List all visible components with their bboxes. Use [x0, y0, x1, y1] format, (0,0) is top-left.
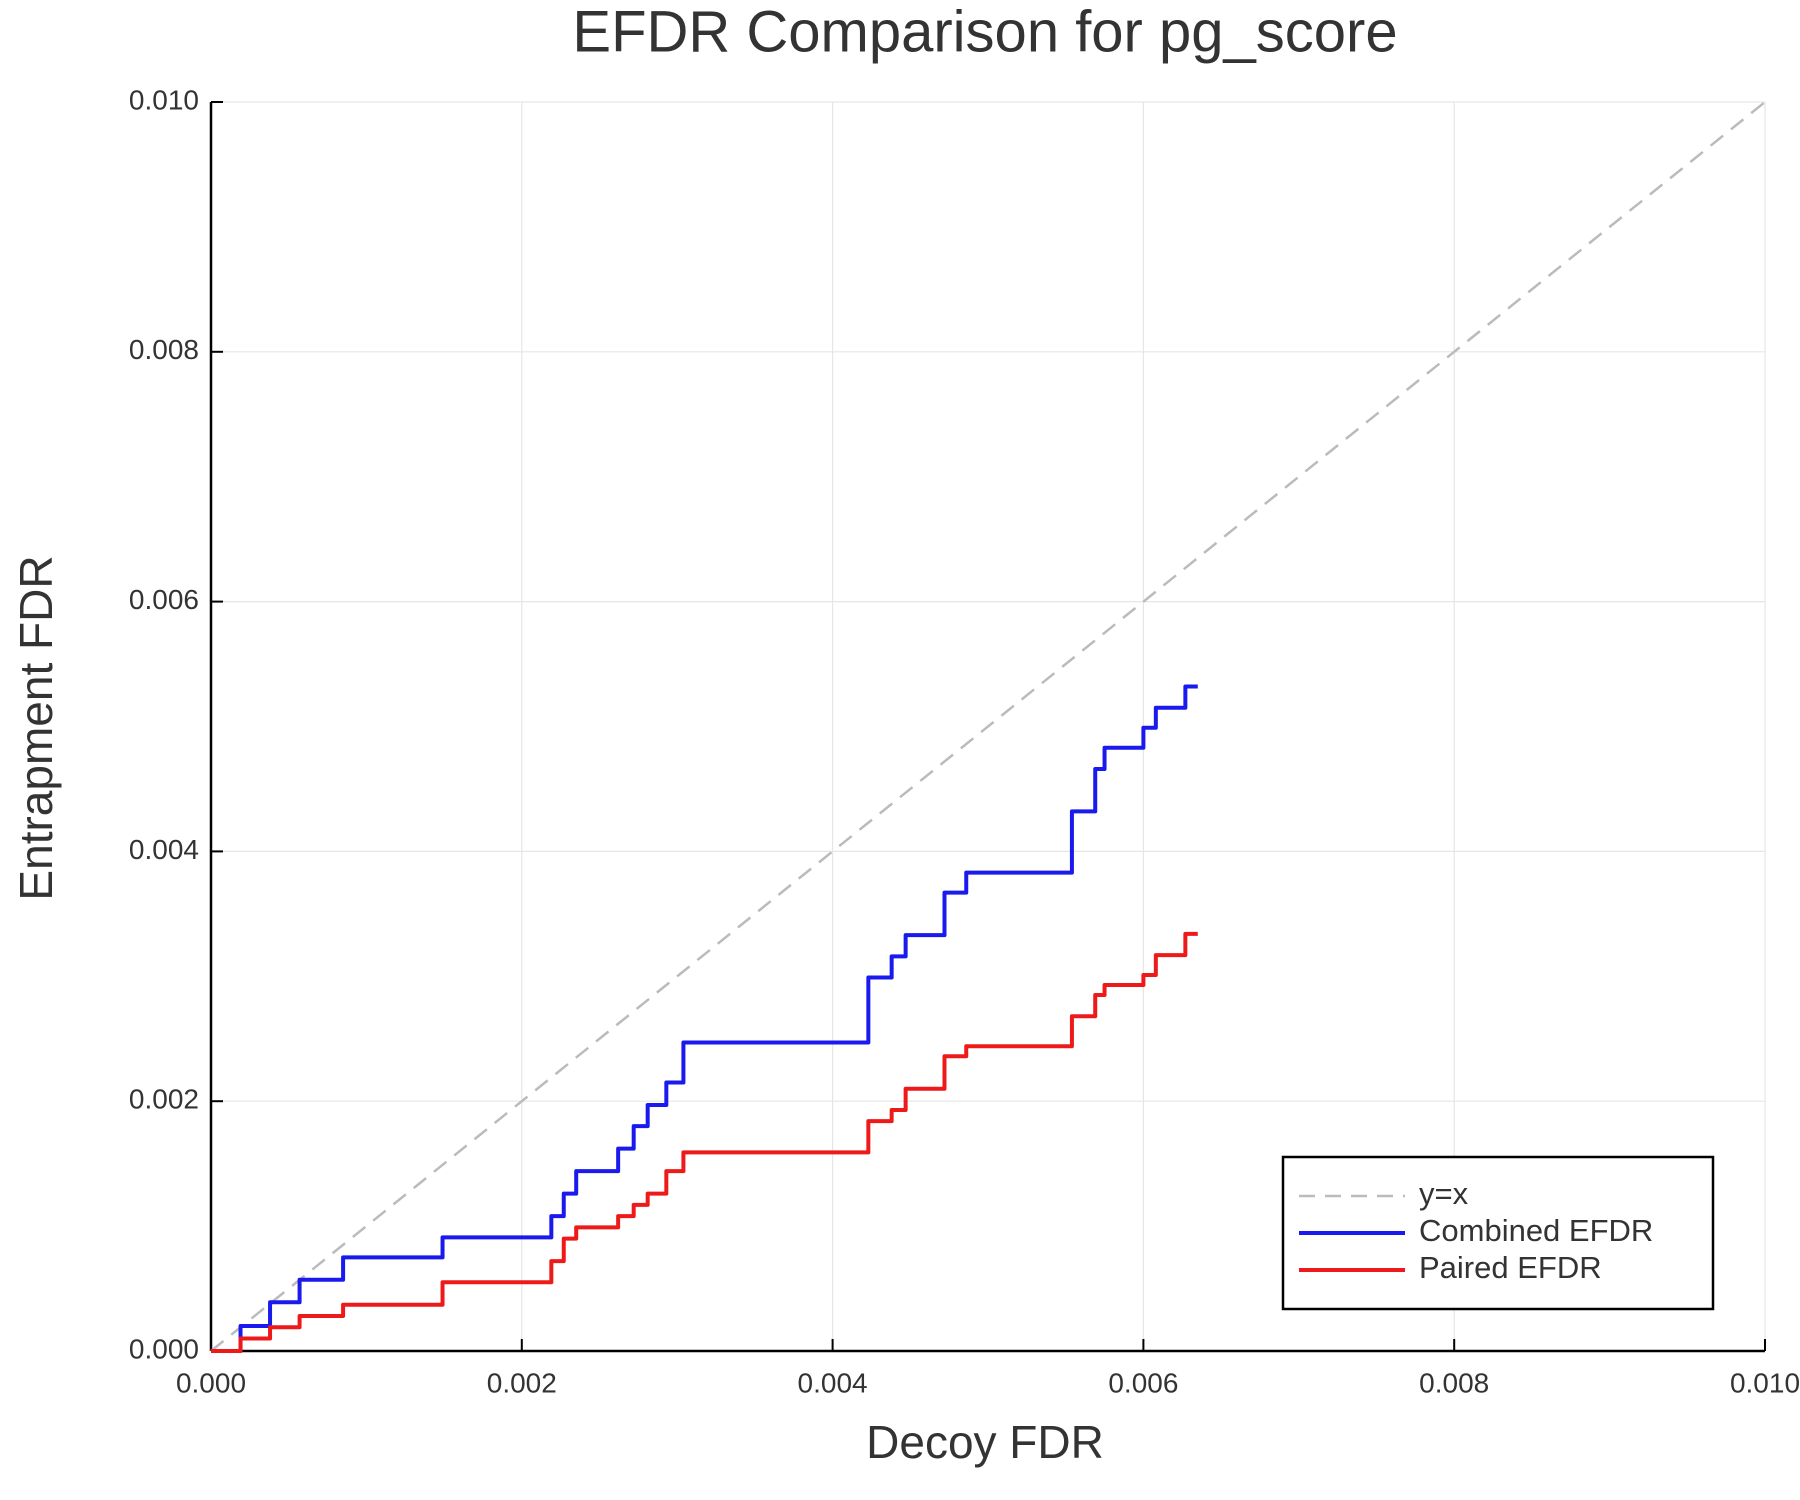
y-tick-label: 0.008 [129, 334, 199, 365]
y-axis-label: Entrapment FDR [10, 555, 62, 900]
legend-label: y=x [1419, 1176, 1469, 1211]
x-tick-label: 0.002 [487, 1367, 557, 1398]
chart-title: EFDR Comparison for pg_score [572, 0, 1397, 64]
legend-label: Combined EFDR [1419, 1213, 1653, 1248]
legend-label: Paired EFDR [1419, 1250, 1602, 1285]
x-tick-label: 0.000 [176, 1367, 246, 1398]
line-series [211, 931, 1198, 1353]
y-tick-label: 0.000 [129, 1333, 199, 1364]
x-axis-label: Decoy FDR [866, 1416, 1104, 1468]
line-series [210, 101, 1766, 1352]
x-tick-label: 0.008 [1419, 1367, 1489, 1398]
y-tick-label: 0.004 [129, 834, 199, 865]
x-tick-label: 0.006 [1108, 1367, 1178, 1398]
line-series [211, 684, 1198, 1353]
y-tick-label: 0.002 [129, 1084, 199, 1115]
x-tick-label: 0.010 [1730, 1367, 1800, 1398]
y-tick-label: 0.010 [129, 84, 199, 115]
x-tick-label: 0.004 [798, 1367, 868, 1398]
y-tick-label: 0.006 [129, 584, 199, 615]
